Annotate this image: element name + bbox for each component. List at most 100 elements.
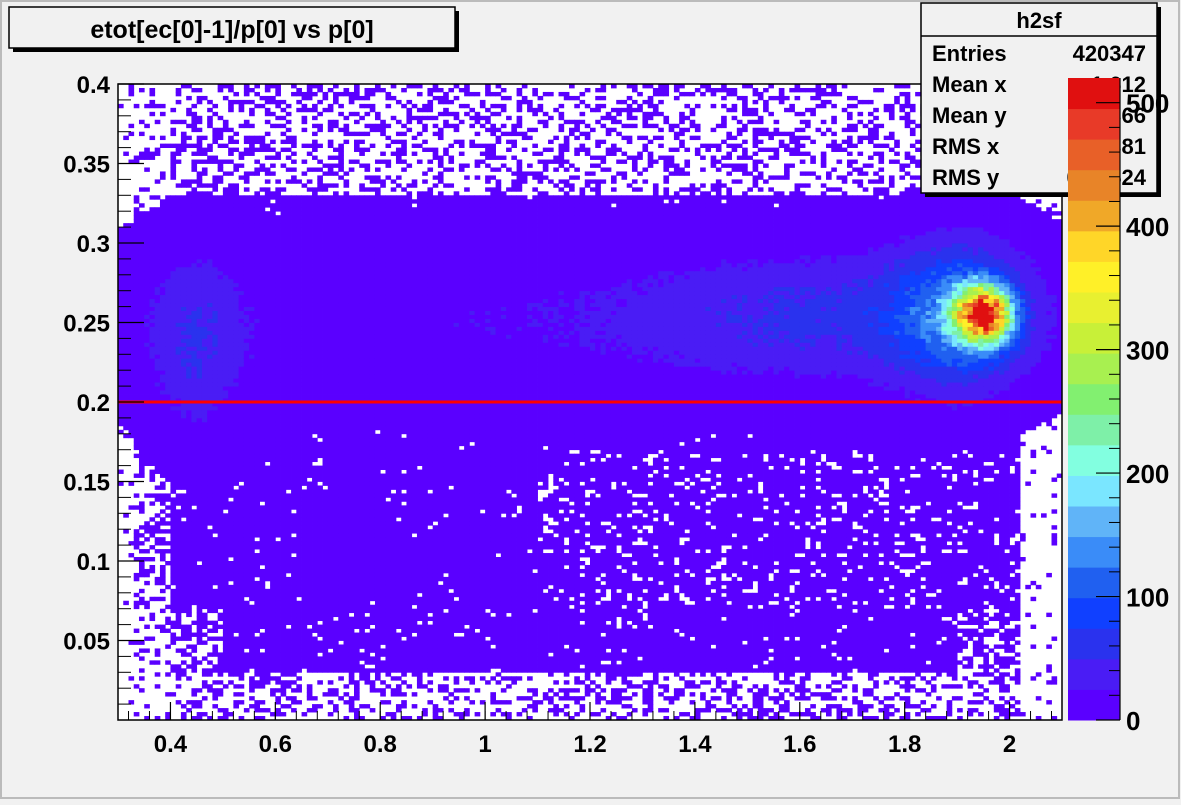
heatmap-cell	[328, 140, 334, 144]
heatmap-cell	[149, 219, 155, 223]
heatmap-cell	[170, 668, 176, 672]
heatmap-cell	[165, 267, 171, 271]
heatmap-cell	[233, 517, 239, 521]
heatmap-cell	[176, 561, 182, 565]
heatmap-cell	[244, 287, 250, 291]
heatmap-cell	[244, 263, 250, 267]
heatmap-cell	[223, 478, 229, 482]
heatmap-cell	[176, 215, 182, 219]
heatmap-cell	[197, 529, 203, 533]
heatmap-cell	[244, 291, 250, 295]
heatmap-cell	[228, 478, 234, 482]
heatmap-cell	[317, 656, 323, 660]
heatmap-cell	[207, 485, 213, 489]
heatmap-cell	[207, 553, 213, 557]
heatmap-cell	[233, 291, 239, 295]
heatmap-cell	[128, 342, 134, 346]
heatmap-cell	[296, 243, 302, 247]
heatmap-cell	[265, 231, 271, 235]
heatmap-cell	[317, 219, 323, 223]
heatmap-cell	[165, 247, 171, 251]
heatmap-cell	[328, 501, 334, 505]
heatmap-cell	[323, 509, 329, 513]
heatmap-cell	[149, 350, 155, 354]
heatmap-cell	[212, 517, 218, 521]
heatmap-cell	[317, 589, 323, 593]
heatmap-cell	[265, 263, 271, 267]
heatmap-cell	[286, 672, 292, 676]
heatmap-cell	[144, 438, 150, 442]
heatmap-cell	[149, 88, 155, 92]
heatmap-cell	[291, 505, 297, 509]
heatmap-cell	[317, 263, 323, 267]
heatmap-cell	[317, 533, 323, 537]
heatmap-cell	[228, 458, 234, 462]
heatmap-cell	[275, 323, 281, 327]
heatmap-cell	[134, 370, 140, 374]
heatmap-cell	[249, 100, 255, 104]
heatmap-cell	[233, 195, 239, 199]
heatmap-cell	[186, 124, 192, 128]
heatmap-cell	[275, 279, 281, 283]
heatmap-cell	[244, 426, 250, 430]
heatmap-cell	[270, 446, 276, 450]
heatmap-cell	[317, 545, 323, 549]
heatmap-cell	[212, 597, 218, 601]
heatmap-cell	[197, 613, 203, 617]
heatmap-cell	[197, 354, 203, 358]
heatmap-cell	[144, 243, 150, 247]
heatmap-cell	[302, 362, 308, 366]
heatmap-cell	[197, 307, 203, 311]
heatmap-cell	[291, 668, 297, 672]
heatmap-cell	[291, 338, 297, 342]
heatmap-cell	[333, 323, 339, 327]
heatmap-cell	[323, 323, 329, 327]
heatmap-cell	[302, 207, 308, 211]
heatmap-cell	[286, 243, 292, 247]
heatmap-cell	[312, 442, 318, 446]
heatmap-cell	[233, 549, 239, 553]
heatmap-cell	[328, 211, 334, 215]
heatmap-cell	[181, 275, 187, 279]
heatmap-cell	[333, 358, 339, 362]
heatmap-cell	[286, 358, 292, 362]
heatmap-cell	[165, 434, 171, 438]
heatmap-cell	[286, 148, 292, 152]
heatmap-cell	[249, 124, 255, 128]
heatmap-cell	[191, 179, 197, 183]
heatmap-cell	[302, 374, 308, 378]
heatmap-cell	[302, 648, 308, 652]
heatmap-cell	[317, 231, 323, 235]
heatmap-cell	[312, 652, 318, 656]
heatmap-cell	[207, 482, 213, 486]
heatmap-cell	[139, 362, 145, 366]
heatmap-cell	[286, 120, 292, 124]
heatmap-cell	[223, 160, 229, 164]
heatmap-cell	[317, 291, 323, 295]
heatmap-cell	[181, 672, 187, 676]
heatmap-cell	[181, 474, 187, 478]
heatmap-cell	[302, 537, 308, 541]
heatmap-cell	[254, 410, 260, 414]
heatmap-cell	[323, 692, 329, 696]
heatmap-cell	[296, 394, 302, 398]
heatmap-cell	[328, 633, 334, 637]
heatmap-cell	[212, 271, 218, 275]
heatmap-cell	[191, 259, 197, 263]
heatmap-cell	[155, 470, 161, 474]
heatmap-cell	[228, 474, 234, 478]
heatmap-cell	[265, 251, 271, 255]
heatmap-cell	[233, 458, 239, 462]
heatmap-cell	[312, 557, 318, 561]
heatmap-cell	[307, 346, 313, 350]
heatmap-cell	[291, 474, 297, 478]
heatmap-cell	[275, 668, 281, 672]
heatmap-cell	[228, 533, 234, 537]
heatmap-cell	[197, 489, 203, 493]
heatmap-cell	[160, 295, 166, 299]
heatmap-cell	[249, 553, 255, 557]
heatmap-cell	[128, 315, 134, 319]
heatmap-cell	[302, 601, 308, 605]
heatmap-cell	[244, 342, 250, 346]
heatmap-cell	[270, 386, 276, 390]
